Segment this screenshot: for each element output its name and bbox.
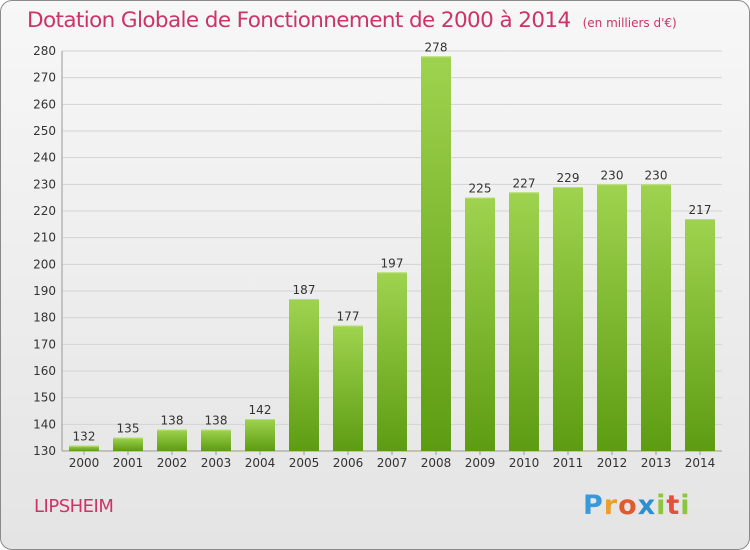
y-tick-label: 200: [33, 257, 56, 271]
data-label: 230: [645, 168, 668, 182]
y-tick-label: 270: [33, 71, 56, 85]
bar: [377, 272, 407, 451]
data-label: 229: [557, 171, 580, 185]
y-tick-label: 230: [33, 177, 56, 191]
chart-title: Dotation Globale de Fonctionnement de 20…: [27, 8, 677, 33]
x-tick-label: 2010: [509, 456, 540, 470]
x-tick-label: 2007: [377, 456, 408, 470]
y-tick-label: 280: [33, 44, 56, 58]
y-tick-label: 190: [33, 284, 56, 298]
bar: [333, 325, 363, 451]
bar: [597, 184, 627, 452]
x-tick-label: 2002: [157, 456, 188, 470]
bar: [509, 192, 539, 452]
data-label: 227: [513, 176, 536, 190]
x-tick-label: 2000: [69, 456, 100, 470]
bar: [69, 445, 99, 451]
data-label: 142: [249, 403, 272, 417]
x-tick-label: 2014: [685, 456, 716, 470]
x-tick-label: 2003: [201, 456, 232, 470]
y-tick-label: 160: [33, 364, 56, 378]
data-label: 177: [337, 310, 360, 324]
bar: [201, 429, 231, 451]
bar: [553, 187, 583, 451]
commune-name: LIPSHEIM: [34, 496, 114, 517]
bar: [113, 437, 143, 451]
data-label: 230: [601, 168, 624, 182]
data-label: 132: [73, 430, 96, 444]
x-tick-label: 2004: [245, 456, 276, 470]
y-tick-label: 260: [33, 97, 56, 111]
bar: [685, 219, 715, 451]
bar: [421, 56, 451, 451]
x-tick-label: 2005: [289, 456, 320, 470]
x-tick-label: 2001: [113, 456, 144, 470]
x-tick-label: 2012: [597, 456, 628, 470]
proxiti-logo: Proxiti: [583, 490, 691, 521]
y-tick-label: 240: [33, 151, 56, 165]
data-label: 225: [469, 182, 492, 196]
data-label: 278: [425, 40, 448, 54]
bar: [245, 419, 275, 451]
data-label: 197: [381, 256, 404, 270]
x-tick-label: 2011: [553, 456, 584, 470]
x-tick-label: 2009: [465, 456, 496, 470]
bar: [641, 184, 671, 452]
x-tick-label: 2013: [641, 456, 672, 470]
y-tick-label: 210: [33, 231, 56, 245]
bar: [157, 429, 187, 451]
chart-title-text: Dotation Globale de Fonctionnement de 20…: [27, 8, 571, 33]
y-tick-label: 170: [33, 337, 56, 351]
data-label: 217: [689, 203, 712, 217]
y-tick-label: 130: [33, 444, 56, 458]
x-tick-label: 2006: [333, 456, 364, 470]
data-label: 138: [205, 414, 228, 428]
y-tick-label: 220: [33, 204, 56, 218]
y-tick-label: 150: [33, 391, 56, 405]
data-label: 138: [161, 414, 184, 428]
chart-subtitle: (en milliers d'€): [582, 16, 677, 30]
y-tick-label: 250: [33, 124, 56, 138]
x-tick-label: 2008: [421, 456, 452, 470]
y-tick-label: 180: [33, 311, 56, 325]
bar: [289, 299, 319, 451]
data-label: 187: [293, 283, 316, 297]
y-tick-label: 140: [33, 417, 56, 431]
bar: [465, 197, 495, 451]
data-label: 135: [117, 422, 140, 436]
